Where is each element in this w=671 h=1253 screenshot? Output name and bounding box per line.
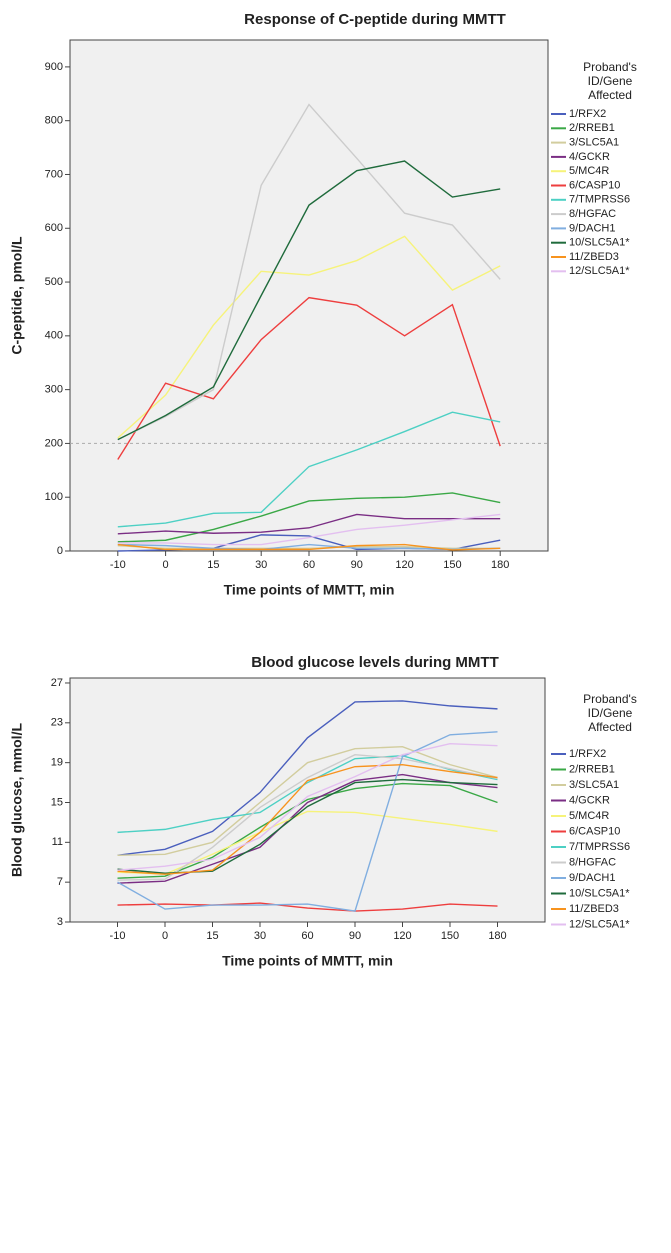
- y-tick-label: 800: [45, 115, 63, 127]
- series-line: [117, 746, 498, 856]
- series-line: [117, 810, 498, 875]
- series-line: [117, 902, 498, 912]
- legend-label: 5/MC4R: [569, 810, 609, 822]
- series-line: [117, 773, 498, 884]
- x-tick-label: 180: [488, 930, 506, 942]
- chart-title: Blood glucose levels during MMTT: [251, 654, 499, 671]
- x-tick-label: 15: [206, 930, 218, 942]
- y-tick-label: 100: [45, 491, 63, 503]
- legend-label: 9/DACH1: [569, 222, 615, 234]
- x-tick-label: -10: [110, 930, 126, 942]
- chart-title: Response of C-peptide during MMTT: [244, 11, 506, 28]
- series-line: [117, 743, 498, 871]
- y-tick-label: 7: [57, 876, 63, 888]
- x-tick-label: 180: [491, 559, 509, 571]
- y-tick-label: 27: [51, 677, 63, 689]
- x-tick-label: 120: [393, 930, 411, 942]
- x-tick-label: 0: [163, 559, 169, 571]
- series-line: [117, 513, 501, 546]
- legend-label: 1/RFX2: [569, 108, 606, 120]
- legend-label: 5/MC4R: [569, 165, 609, 177]
- legend-label: 4/GCKR: [569, 151, 610, 163]
- legend-label: 10/SLC5A1*: [569, 887, 630, 899]
- series-line: [117, 296, 501, 460]
- x-axis-label: Time points of MMTT, min: [222, 953, 393, 969]
- y-axis-label: Blood glucose, mmol/L: [9, 723, 25, 877]
- legend-label: 2/RREB1: [569, 763, 615, 775]
- legend-label: 11/ZBED3: [569, 251, 619, 263]
- legend-label: 6/CASP10: [569, 179, 620, 191]
- x-tick-label: 60: [301, 930, 313, 942]
- y-tick-label: 3: [57, 916, 63, 928]
- legend-label: 7/TMPRSS6: [569, 841, 630, 853]
- y-tick-label: 400: [45, 330, 63, 342]
- series-line: [117, 103, 501, 441]
- legend-title: Affected: [588, 88, 632, 102]
- series-line: [117, 753, 498, 881]
- y-tick-label: 11: [52, 836, 63, 848]
- series-line: [117, 763, 498, 875]
- y-tick-label: 600: [45, 222, 63, 234]
- y-axis-label: C-peptide, pmol/L: [9, 236, 25, 355]
- series-line: [117, 782, 498, 879]
- legend-label: 8/HGFAC: [569, 856, 616, 868]
- legend-label: 12/SLC5A1*: [569, 265, 630, 277]
- plot-area: [69, 39, 549, 552]
- series-line: [117, 731, 498, 912]
- y-tick-label: 15: [51, 796, 63, 808]
- legend-label: 3/SLC5A1: [569, 779, 619, 791]
- y-tick-label: 19: [51, 757, 63, 769]
- y-tick-label: 0: [57, 545, 63, 557]
- series-line: [117, 411, 501, 528]
- legend-label: 1/RFX2: [569, 748, 606, 760]
- x-tick-label: 150: [443, 559, 461, 571]
- x-axis-label: Time points of MMTT, min: [224, 582, 395, 598]
- series-line: [117, 700, 498, 856]
- y-tick-label: 500: [45, 276, 63, 288]
- legend-title: ID/Gene: [588, 706, 633, 720]
- series-line: [117, 513, 501, 535]
- legend-label: 7/TMPRSS6: [569, 194, 630, 206]
- series-line: [117, 543, 501, 551]
- x-tick-label: 90: [349, 930, 361, 942]
- series-line: [117, 160, 501, 441]
- x-tick-label: 90: [351, 559, 363, 571]
- legend-title: Proband's: [583, 60, 637, 74]
- x-tick-label: 30: [255, 559, 267, 571]
- series-line: [117, 235, 501, 439]
- legend-title: Affected: [588, 720, 632, 734]
- y-tick-label: 300: [45, 384, 63, 396]
- x-tick-label: 0: [162, 930, 168, 942]
- x-tick-label: 150: [441, 930, 459, 942]
- legend-label: 10/SLC5A1*: [569, 237, 630, 249]
- x-tick-label: -10: [110, 559, 126, 571]
- legend-label: 11/ZBED3: [569, 903, 619, 915]
- legend-label: 9/DACH1: [569, 872, 615, 884]
- y-tick-label: 700: [45, 168, 63, 180]
- legend-label: 2/RREB1: [569, 122, 615, 134]
- x-tick-label: 15: [207, 559, 219, 571]
- legend-title: Proband's: [583, 692, 637, 706]
- legend-label: 8/HGFAC: [569, 208, 616, 220]
- legend-title: ID/Gene: [588, 74, 633, 88]
- y-tick-label: 200: [45, 437, 63, 449]
- y-tick-label: 23: [51, 717, 63, 729]
- x-tick-label: 120: [395, 559, 413, 571]
- legend-label: 3/SLC5A1: [569, 137, 619, 149]
- series-line: [117, 492, 501, 543]
- legend-label: 4/GCKR: [569, 794, 610, 806]
- x-tick-label: 60: [303, 559, 315, 571]
- x-tick-label: 30: [254, 930, 266, 942]
- legend-label: 6/CASP10: [569, 825, 620, 837]
- y-tick-label: 900: [45, 61, 63, 73]
- series-line: [117, 543, 501, 551]
- legend-label: 12/SLC5A1*: [569, 918, 630, 930]
